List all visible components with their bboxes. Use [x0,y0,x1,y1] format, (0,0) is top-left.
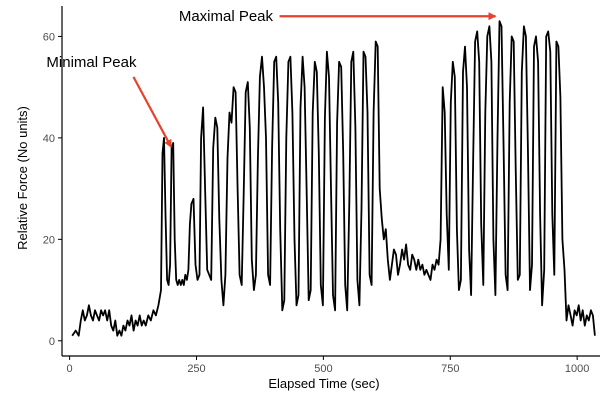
axis-ticks: 0 250 500 750 1000 0 20 40 60 [43,31,590,375]
minimal-peak-label: Minimal Peak [46,54,137,71]
series-line [71,20,596,337]
x-tick-label: 250 [187,363,205,375]
y-axis-label: Relative Force (No units) [15,106,30,250]
x-tick-label: 500 [314,363,332,375]
y-tick-label: 20 [43,234,55,246]
x-tick-label: 0 [67,363,73,375]
x-tick-label: 1000 [565,363,589,375]
annotations: Minimal Peak Maximal Peak [46,8,497,148]
axes [61,6,600,357]
x-axis-label: Elapsed Time (sec) [268,376,379,391]
maximal-peak-label: Maximal Peak [179,8,274,25]
minimal-peak-arrow [132,76,173,148]
series-layer [71,20,596,337]
y-tick-label: 40 [43,133,55,145]
y-tick-label: 0 [49,336,55,348]
x-tick-label: 750 [441,363,459,375]
y-tick-label: 60 [43,31,55,43]
